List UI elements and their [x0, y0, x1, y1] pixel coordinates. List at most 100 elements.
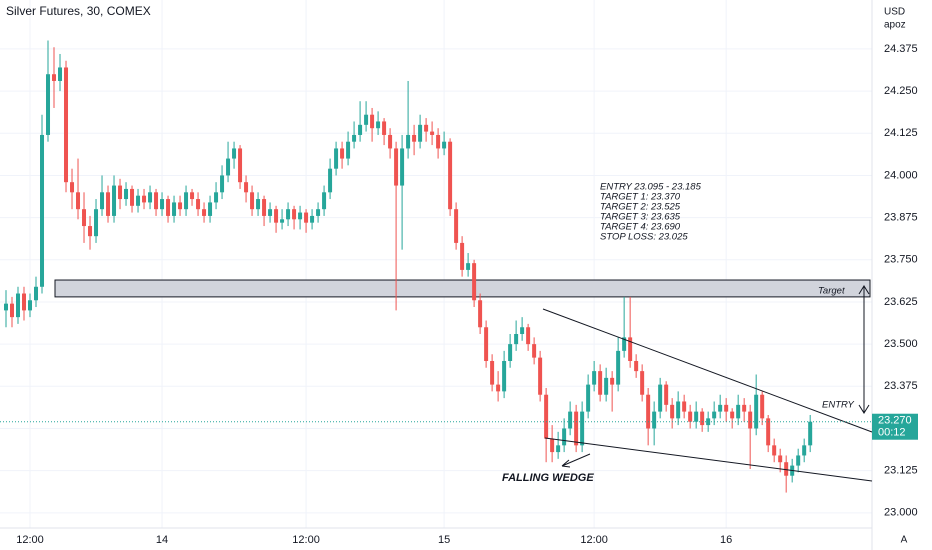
candle-body — [286, 209, 291, 220]
candle-body — [322, 192, 327, 210]
candle-body — [652, 411, 657, 429]
plan-line: ENTRY 23.095 - 23.185 — [600, 182, 702, 193]
candle-body — [418, 124, 423, 142]
candle-body — [292, 209, 297, 220]
candle-body — [430, 131, 435, 135]
candle-body — [496, 384, 501, 392]
candle-body — [220, 175, 225, 193]
plan-line: TARGET 4: 23.690 — [600, 222, 681, 233]
candle-body — [646, 394, 651, 429]
candle-body — [100, 192, 105, 210]
plan-line: TARGET 3: 23.635 — [600, 212, 681, 223]
candle-body — [274, 209, 279, 223]
candle-body — [310, 215, 315, 223]
candle-body — [592, 371, 597, 385]
candle-body — [742, 404, 747, 412]
candle-body — [448, 141, 453, 210]
candle-body — [700, 411, 705, 426]
candle-body — [454, 209, 459, 243]
candle-body — [808, 421, 813, 446]
candle-body — [388, 134, 393, 149]
candle-body — [370, 114, 375, 129]
candle-body — [364, 114, 369, 125]
plan-line: TARGET 1: 23.370 — [600, 192, 681, 203]
candle-body — [70, 182, 75, 193]
candle-body — [16, 293, 21, 318]
plan-line: STOP LOSS: 23.025 — [600, 232, 688, 243]
candle-body — [736, 404, 741, 419]
y-tick-label: 23.375 — [884, 380, 918, 392]
target-arrowheads — [858, 285, 870, 414]
y-tick-label: 24.000 — [884, 169, 918, 181]
candle-body — [112, 185, 117, 216]
candle-body — [352, 134, 357, 142]
x-tick-label: 12:00 — [16, 534, 44, 546]
y-tick-label: 24.375 — [884, 43, 918, 55]
candle-body — [622, 337, 627, 351]
candle-body — [598, 371, 603, 395]
candle-body — [358, 124, 363, 135]
candle-body — [490, 360, 495, 385]
candle-body — [4, 303, 9, 311]
candle-body — [514, 334, 519, 345]
candle-body — [340, 148, 345, 159]
candle-body — [40, 134, 45, 287]
candles — [4, 40, 813, 493]
candle-body — [586, 384, 591, 412]
candle-body — [766, 418, 771, 446]
candle-body — [154, 192, 159, 210]
candle-body — [484, 327, 489, 361]
candle-body — [142, 195, 147, 203]
target-zone — [54, 279, 871, 298]
candle-body — [466, 263, 471, 270]
candle-body — [682, 401, 687, 412]
candle-body — [478, 300, 483, 328]
wedge-lower-line — [544, 437, 873, 482]
candle-body — [544, 394, 549, 439]
candle-body — [568, 411, 573, 429]
candle-body — [88, 226, 93, 237]
candle-body — [118, 185, 123, 200]
candle-body — [202, 209, 207, 216]
candle-body — [226, 158, 231, 176]
candle-body — [232, 148, 237, 159]
candle-body — [268, 209, 273, 216]
candle-body — [616, 350, 621, 385]
auto-scale-button[interactable]: A — [901, 535, 908, 546]
pattern-arrow — [561, 453, 591, 468]
candle-body — [436, 134, 441, 149]
y-tick-label: 24.125 — [884, 127, 918, 139]
countdown: 00:12 — [878, 427, 906, 439]
x-tick-label: 16 — [720, 534, 732, 546]
last-price-box — [872, 413, 918, 440]
candle-body — [136, 195, 141, 206]
candle-body — [556, 445, 561, 453]
candle-body — [376, 121, 381, 129]
candle-body — [196, 199, 201, 210]
candle-body — [550, 438, 555, 453]
plan-line: TARGET 2: 23.525 — [600, 202, 681, 213]
candle-body — [94, 209, 99, 237]
candle-body — [400, 148, 405, 186]
candle-body — [724, 404, 729, 412]
candle-body — [640, 371, 645, 395]
candle-body — [238, 148, 243, 183]
candle-body — [82, 209, 87, 227]
candle-body — [250, 192, 255, 210]
candle-body — [532, 344, 537, 358]
candle-body — [406, 134, 411, 149]
candle-body — [298, 212, 303, 220]
candle-body — [304, 212, 309, 223]
x-tick-label: 12:00 — [292, 534, 320, 546]
candle-body — [130, 188, 135, 206]
candle-body — [508, 344, 513, 361]
y-tick-label: 23.500 — [884, 338, 918, 350]
y-tick-label: 23.750 — [884, 254, 918, 266]
candle-body — [124, 188, 129, 200]
currency: USD — [884, 7, 905, 18]
target-zone-group — [54, 279, 871, 298]
candle-body — [184, 192, 189, 210]
target-label: Target — [818, 286, 845, 297]
chart-title: Silver Futures, 30, COMEX — [6, 4, 151, 18]
